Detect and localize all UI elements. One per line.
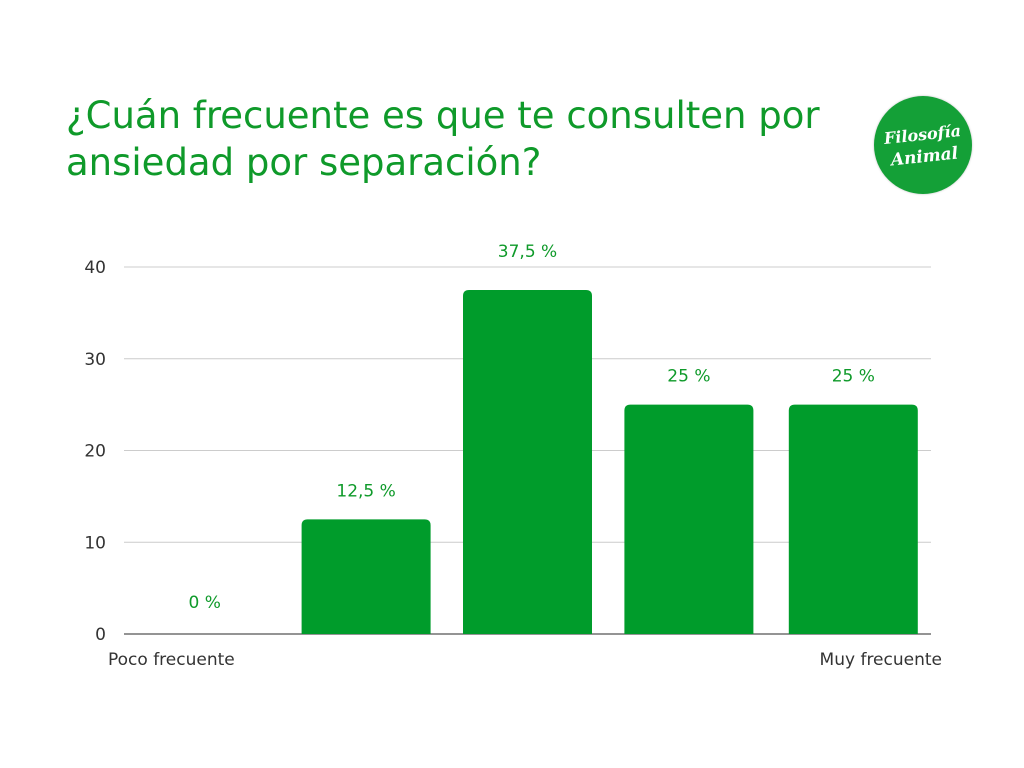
logo-icon: Filosofía Animal <box>882 121 962 171</box>
y-tick-label: 20 <box>84 442 106 462</box>
y-tick-label: 10 <box>84 533 106 553</box>
data-label: 25 % <box>667 367 710 387</box>
bar <box>788 404 918 634</box>
bar <box>463 289 592 634</box>
bar <box>624 404 754 634</box>
data-label: 12,5 % <box>336 481 395 501</box>
filosofia-animal-logo: Filosofía Animal <box>874 96 972 194</box>
chart-title: ¿Cuán frecuente es que te consulten por … <box>66 94 820 184</box>
y-tick-label: 0 <box>95 625 106 645</box>
bar <box>301 519 431 634</box>
data-label: 0 % <box>189 593 221 613</box>
y-tick-label: 40 <box>84 258 106 278</box>
data-label: 37,5 % <box>498 242 557 262</box>
x-axis-end-label: Muy frecuente <box>820 650 942 670</box>
y-tick-label: 30 <box>84 350 106 370</box>
data-label: 25 % <box>832 367 875 387</box>
x-axis-start-label: Poco frecuente <box>108 650 235 670</box>
